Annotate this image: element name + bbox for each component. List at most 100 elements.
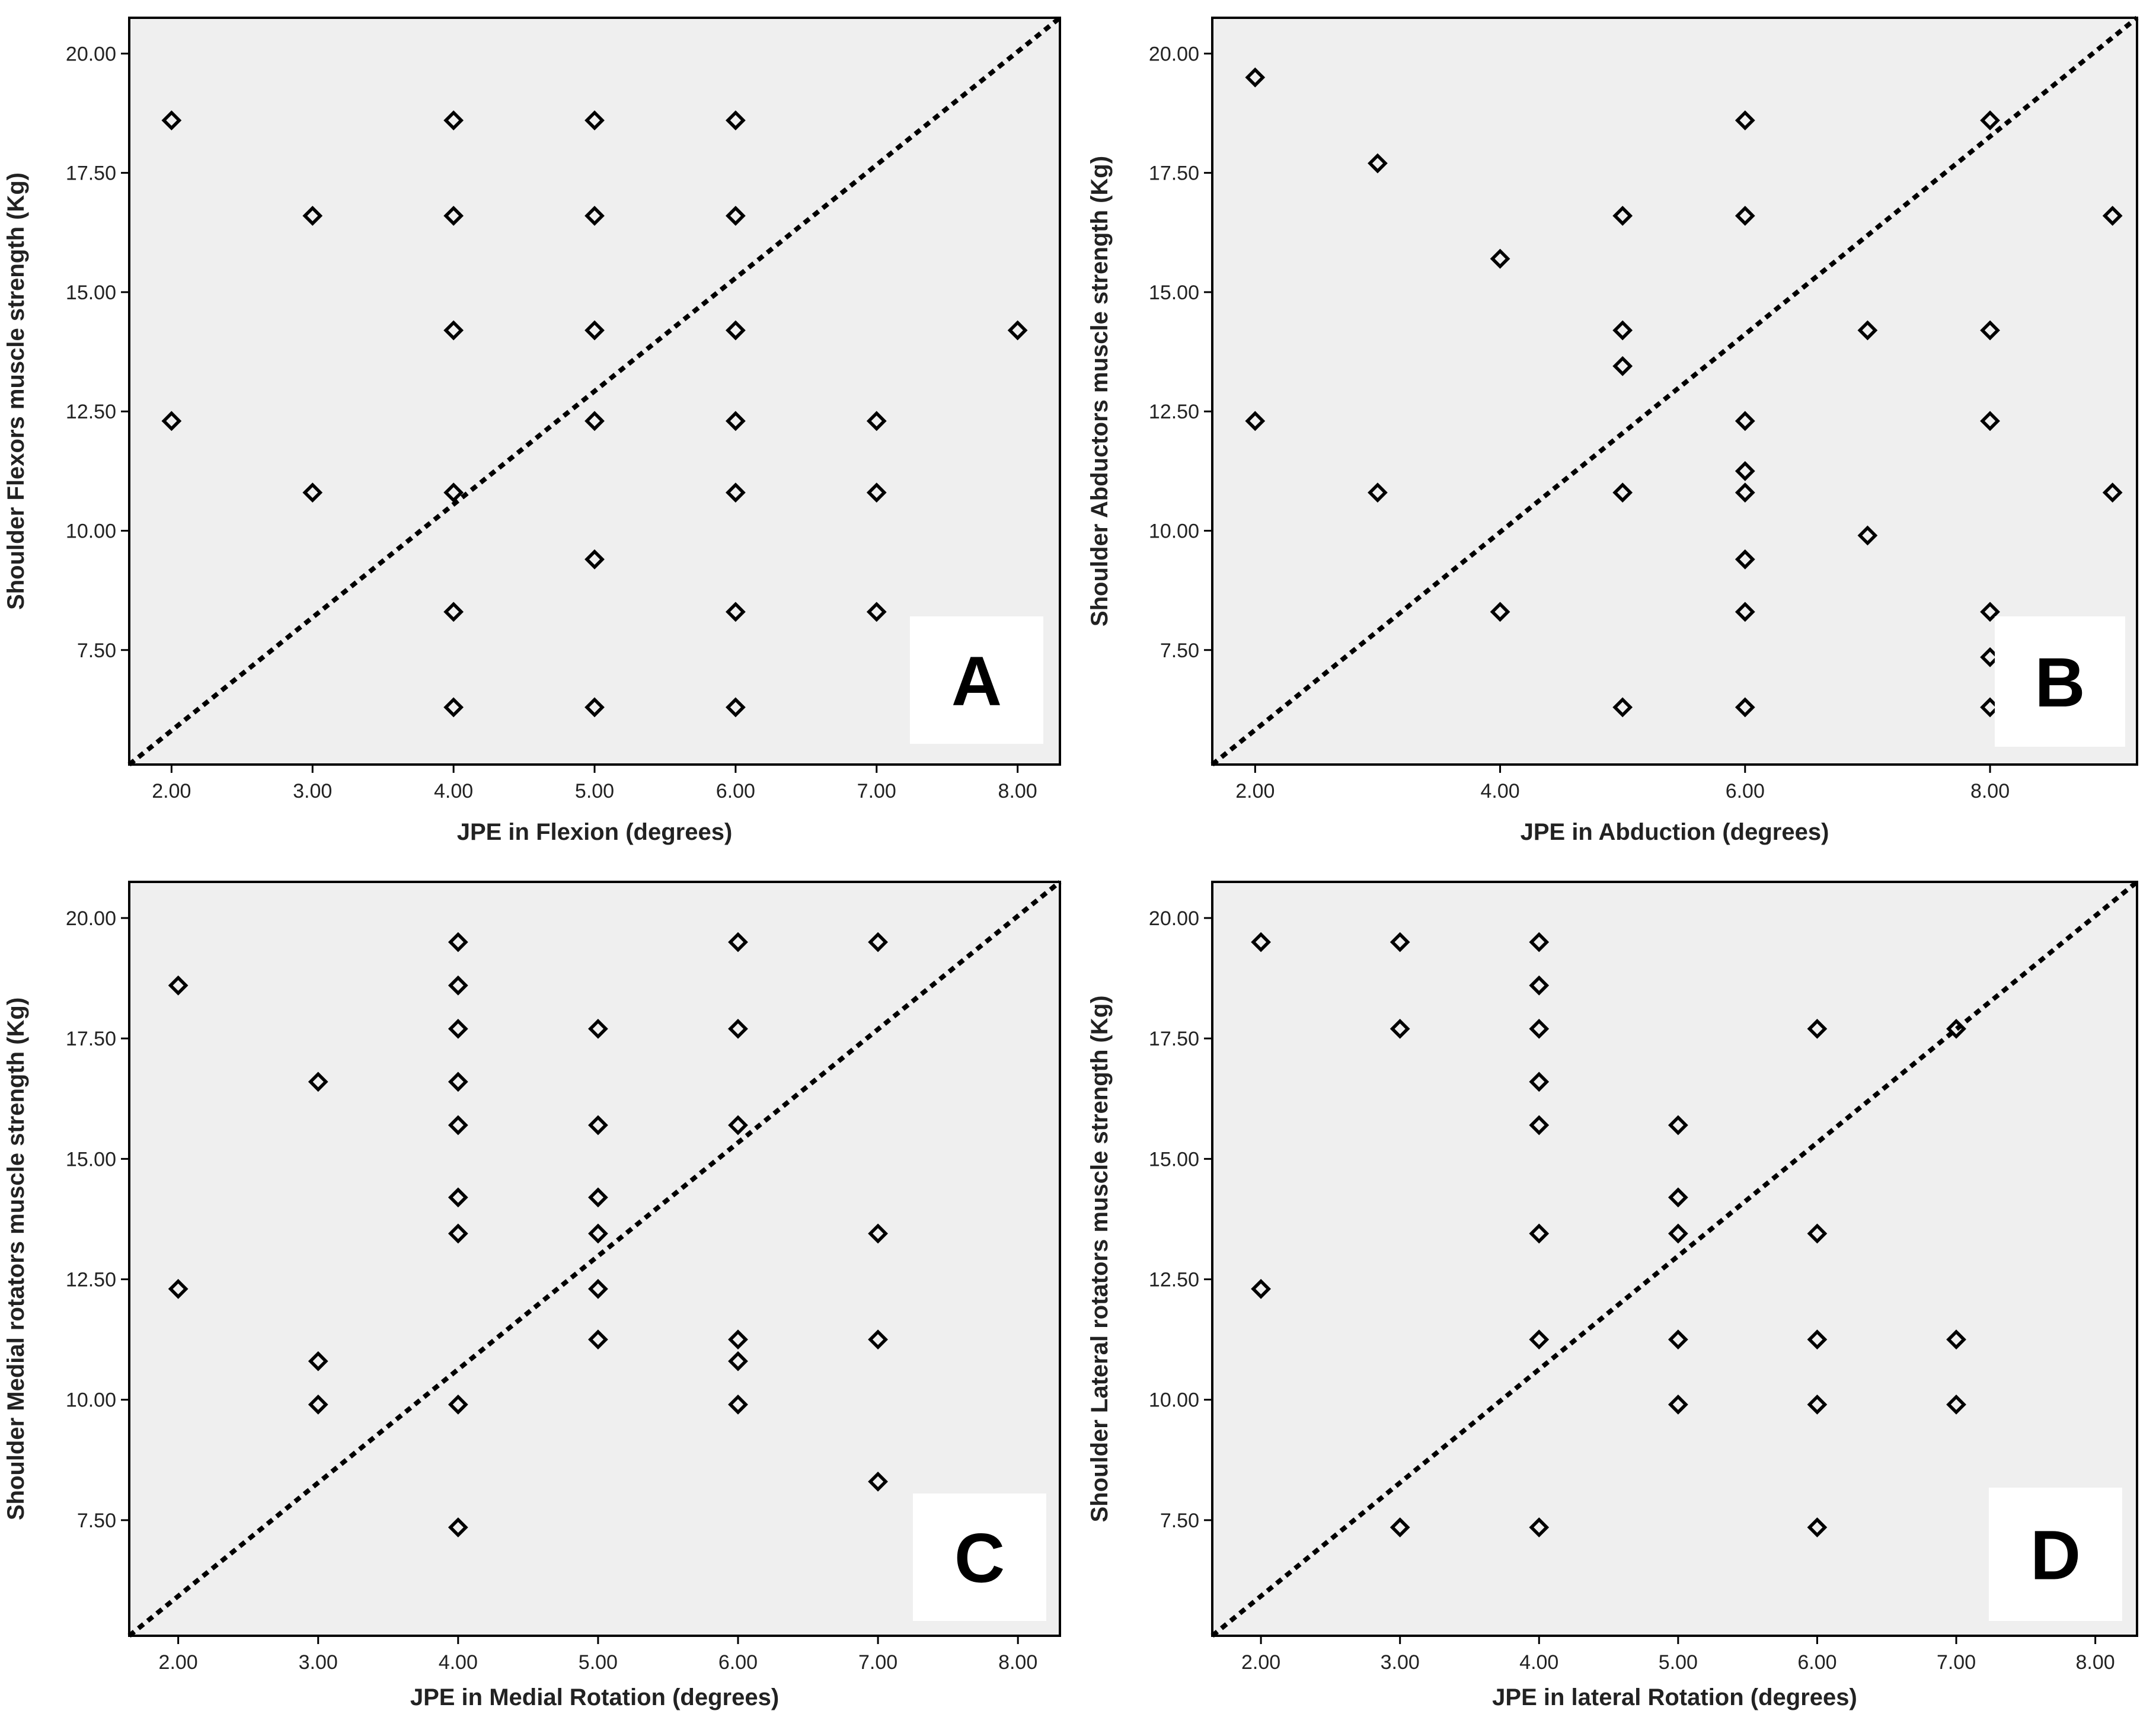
x-tick-label: 3.00 xyxy=(299,1651,338,1674)
data-point xyxy=(1368,482,1388,503)
data-point xyxy=(725,320,746,341)
x-tick-label: 4.00 xyxy=(439,1651,478,1674)
x-tick-label: 2.00 xyxy=(1241,1651,1280,1674)
data-point xyxy=(1490,248,1510,269)
data-point xyxy=(443,697,464,718)
data-point xyxy=(448,1072,468,1092)
data-point xyxy=(1529,1517,1550,1538)
data-point xyxy=(443,320,464,341)
data-point xyxy=(1668,1394,1688,1415)
data-point xyxy=(1807,1019,1828,1039)
data-point xyxy=(1735,206,1755,226)
data-point xyxy=(1007,320,1028,341)
data-point xyxy=(728,1019,748,1039)
y-tick-label: 15.00 xyxy=(1149,1148,1199,1171)
data-point xyxy=(728,1351,748,1371)
x-tick-label: 6.00 xyxy=(716,780,755,802)
data-point xyxy=(1735,482,1755,503)
data-point xyxy=(588,1329,608,1350)
data-point xyxy=(448,1517,468,1538)
y-tick-label: 10.00 xyxy=(1149,520,1199,542)
data-point xyxy=(1735,602,1755,622)
x-axis-title: JPE in lateral Rotation (degrees) xyxy=(1492,1684,1857,1710)
y-tick-label: 12.50 xyxy=(66,401,116,423)
data-point xyxy=(868,1329,888,1350)
x-tick-label: 8.00 xyxy=(998,780,1037,802)
data-point xyxy=(1735,110,1755,130)
y-axis-title: Shoulder Lateral rotators muscle strengt… xyxy=(1087,995,1113,1522)
data-point xyxy=(1529,1329,1550,1350)
data-point xyxy=(1980,320,2000,341)
x-tick-label: 4.00 xyxy=(1480,780,1519,802)
data-point xyxy=(1245,67,1266,88)
x-axis-title: JPE in Abduction (degrees) xyxy=(1521,819,1829,845)
plot-frame xyxy=(1211,881,2138,1637)
y-tick-label: 17.50 xyxy=(1149,1028,1199,1050)
data-point xyxy=(308,1394,328,1415)
data-point xyxy=(168,1278,189,1299)
data-point xyxy=(868,1472,888,1492)
x-tick-label: 4.00 xyxy=(434,780,473,802)
data-point xyxy=(1946,1394,1966,1415)
data-point xyxy=(584,697,605,718)
panel-label: D xyxy=(2030,1517,2081,1595)
data-point xyxy=(584,549,605,570)
x-tick-label: 7.00 xyxy=(857,780,896,802)
x-tick-label: 4.00 xyxy=(1519,1651,1558,1674)
data-point xyxy=(588,1187,608,1208)
data-point xyxy=(1735,411,1755,431)
data-point xyxy=(2102,206,2123,226)
y-tick-label: 20.00 xyxy=(1149,43,1199,65)
panel-a: 7.50 10.00 12.50 15.00 17.50 20.00 2.00 3.00 4.0… xyxy=(3,15,1062,845)
data-point xyxy=(1529,1019,1550,1039)
data-point xyxy=(868,1223,888,1244)
data-point xyxy=(584,206,605,226)
data-point xyxy=(448,1115,468,1136)
y-tick-label: 15.00 xyxy=(66,1148,116,1171)
data-point xyxy=(1368,153,1388,174)
data-point xyxy=(725,206,746,226)
data-point xyxy=(1668,1329,1688,1350)
panel-label-box xyxy=(913,1494,1046,1621)
data-point xyxy=(584,411,605,431)
y-tick-label: 12.50 xyxy=(1149,1269,1199,1291)
data-point xyxy=(302,206,323,226)
x-tick-label: 3.00 xyxy=(293,780,332,802)
y-tick-label: 17.50 xyxy=(1149,162,1199,185)
data-point xyxy=(443,482,464,503)
data-point xyxy=(728,1329,748,1350)
data-point xyxy=(728,1115,748,1136)
reference-line xyxy=(127,880,1062,1638)
y-tick-label: 7.50 xyxy=(77,639,116,662)
x-tick-label: 6.00 xyxy=(1797,1651,1836,1674)
x-axis-title: JPE in Medial Rotation (degrees) xyxy=(410,1684,779,1710)
y-axis-title: Shoulder Flexors muscle strength (Kg) xyxy=(3,172,29,610)
data-point xyxy=(1980,110,2000,130)
data-point xyxy=(1529,932,1550,952)
plot-frame xyxy=(1211,17,2138,766)
y-tick-label: 20.00 xyxy=(66,907,116,930)
data-point xyxy=(1946,1329,1966,1350)
data-point xyxy=(866,602,887,622)
y-tick-label: 20.00 xyxy=(1149,907,1199,930)
data-point xyxy=(1390,932,1410,952)
panel-label: C xyxy=(954,1520,1005,1598)
data-point xyxy=(588,1223,608,1244)
reference-line xyxy=(1210,15,2139,767)
data-point xyxy=(1529,1115,1550,1136)
data-point xyxy=(1857,525,1878,546)
data-point xyxy=(1668,1187,1688,1208)
y-tick-label: 10.00 xyxy=(66,520,116,542)
x-tick-label: 3.00 xyxy=(1381,1651,1420,1674)
data-point xyxy=(1668,1115,1688,1136)
panel-label: A xyxy=(951,642,1002,721)
data-point xyxy=(1735,549,1755,570)
y-tick-label: 15.00 xyxy=(1149,282,1199,304)
x-tick-label: 5.00 xyxy=(575,780,614,802)
data-point xyxy=(1529,975,1550,996)
panel-d: 7.50 10.00 12.50 15.00 17.50 20.00 2.00 3.00 4.0… xyxy=(1087,880,2139,1710)
y-tick-label: 12.50 xyxy=(1149,401,1199,423)
data-point xyxy=(866,482,887,503)
data-point xyxy=(448,1394,468,1415)
